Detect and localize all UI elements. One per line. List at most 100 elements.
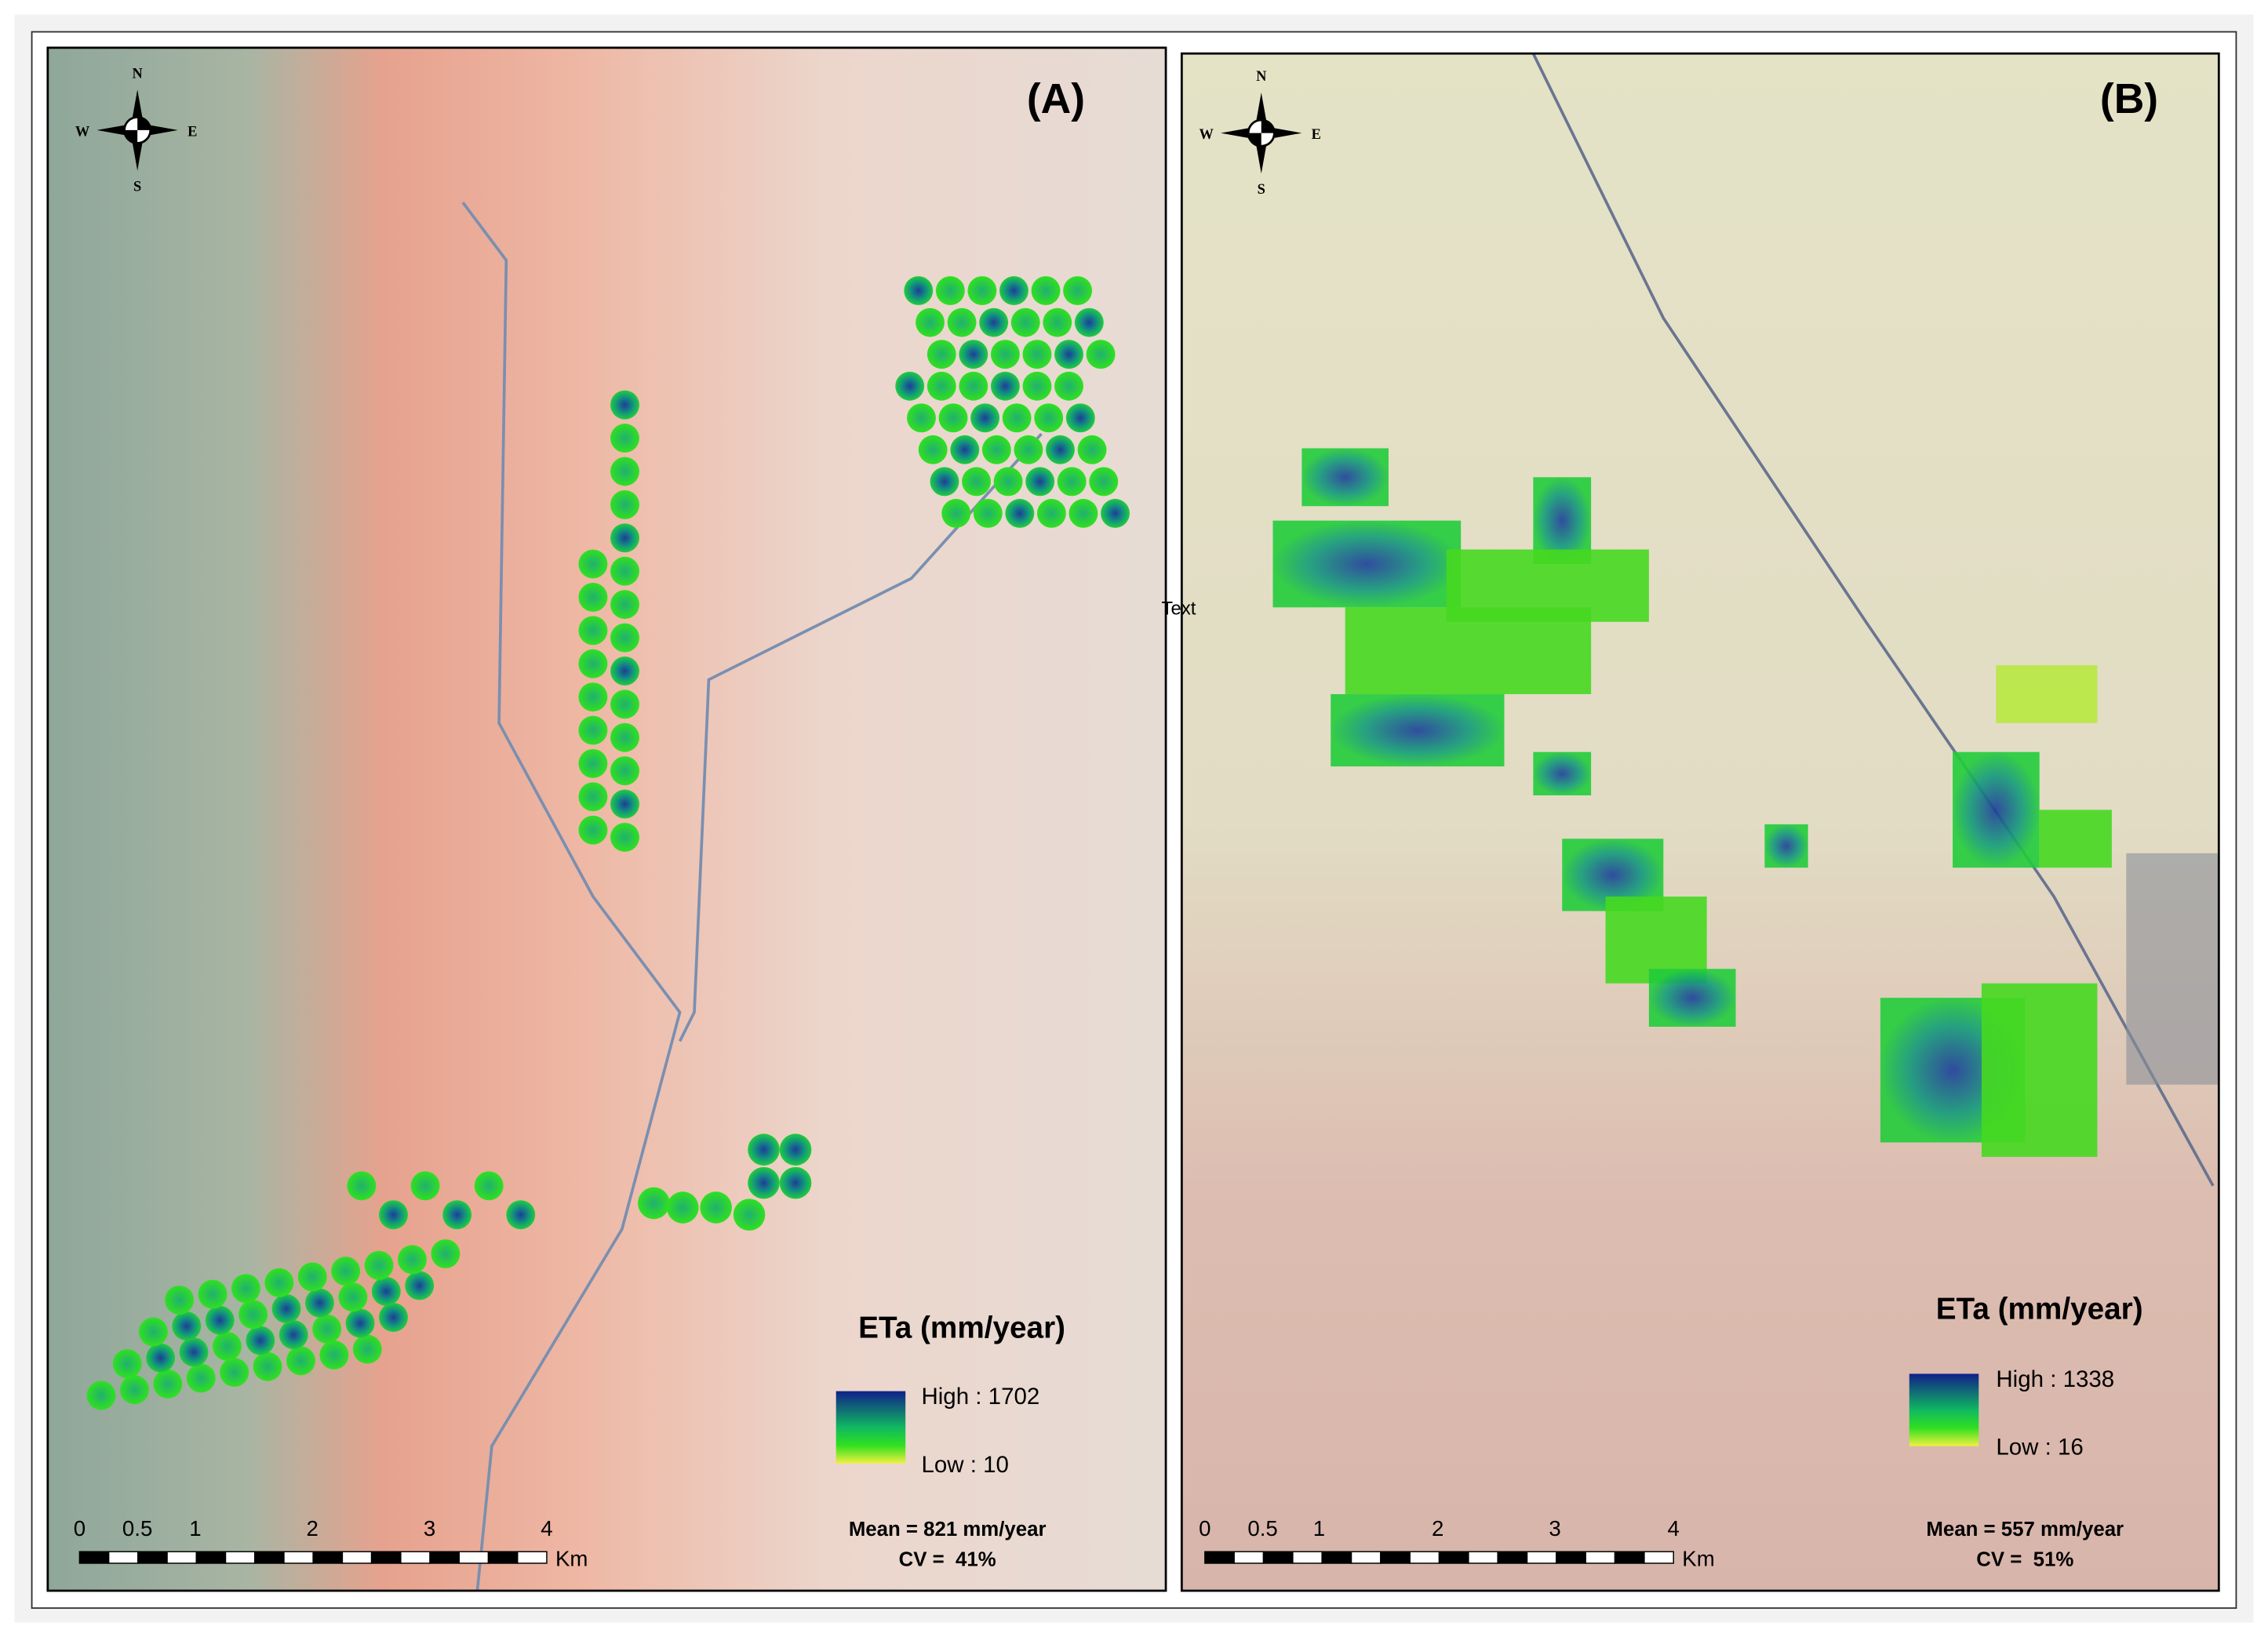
scale-label: 2	[1432, 1516, 1443, 1541]
scale-segment	[1644, 1551, 1674, 1564]
pivot-field	[379, 1303, 408, 1332]
fields	[86, 276, 1130, 1410]
satellite-image	[47, 47, 1167, 1592]
pivot-field	[1089, 467, 1119, 497]
pivot-field	[198, 1279, 228, 1309]
pivot-field	[935, 276, 965, 306]
pivot-field	[748, 1166, 780, 1199]
pivot-field	[973, 499, 1003, 528]
legend-title: ETa (mm/year)	[1936, 1292, 2143, 1326]
scale-segment	[1409, 1551, 1440, 1564]
stats-mean: Mean = 821 mm/year	[849, 1519, 1047, 1541]
scale-segment	[1614, 1551, 1645, 1564]
scale-segment	[253, 1551, 285, 1564]
pivot-field	[264, 1268, 294, 1297]
scale-segment	[1321, 1551, 1352, 1564]
pivot-field	[610, 424, 639, 453]
pivot-field	[1074, 307, 1104, 337]
pivot-field	[610, 523, 639, 553]
scale-label: 0.5	[122, 1516, 152, 1541]
pivot-field	[1022, 371, 1052, 401]
legend-title: ETa (mm/year)	[858, 1311, 1065, 1344]
pivot-field	[999, 276, 1028, 306]
annotation: Text	[1162, 598, 1196, 620]
pivot-field	[238, 1300, 268, 1330]
pivot-field	[993, 467, 1023, 497]
pivot-field	[205, 1305, 235, 1335]
pivot-field	[610, 457, 639, 486]
legend-low: Low : 10	[921, 1452, 1008, 1478]
scale-segment	[312, 1551, 344, 1564]
pivot-field	[610, 689, 639, 719]
pivot-field	[331, 1257, 361, 1286]
scale-segment	[1585, 1551, 1616, 1564]
legend-high: High : 1338	[1996, 1366, 2114, 1392]
pivot-field	[364, 1250, 394, 1280]
pivot-field	[112, 1349, 142, 1378]
pivot-field	[172, 1311, 202, 1341]
pivot-field	[139, 1317, 168, 1347]
pivot-field	[506, 1200, 536, 1230]
pivot-field	[338, 1282, 368, 1312]
pivot-field	[179, 1337, 209, 1367]
crop-patch	[2039, 809, 2112, 868]
pivot-field	[578, 549, 608, 579]
scale-segment	[1350, 1551, 1382, 1564]
pivot-field	[610, 756, 639, 786]
pivot-field	[610, 789, 639, 819]
scale-segment	[1438, 1551, 1469, 1564]
pivot-field	[578, 749, 608, 778]
panel-b-border	[1180, 52, 2220, 1592]
pivot-field	[610, 590, 639, 620]
pivot-field	[405, 1271, 435, 1301]
compass: N S W E	[75, 66, 197, 195]
scale-label: 1	[189, 1516, 201, 1541]
pivot-field	[1054, 371, 1083, 401]
pivot-field	[578, 616, 608, 646]
pivot-field	[312, 1314, 342, 1344]
road	[1531, 53, 2215, 1187]
pivot-field	[1086, 340, 1116, 369]
pivot-field	[748, 1133, 780, 1166]
scale-label: 4	[1668, 1516, 1680, 1541]
pivot-field	[410, 1171, 440, 1201]
stats-cv: CV = 41%	[899, 1549, 996, 1571]
scale-unit: Km	[1682, 1547, 1714, 1571]
crop-patch	[1272, 520, 1462, 608]
pivot-field	[610, 390, 639, 420]
crop-patch	[1301, 448, 1389, 507]
pivot-field	[1031, 276, 1061, 306]
pivot-field	[431, 1239, 461, 1268]
pivot-field	[578, 649, 608, 678]
pivot-field	[578, 782, 608, 812]
pivot-field	[962, 467, 991, 497]
pivot-field	[1034, 403, 1064, 433]
pivot-field	[86, 1381, 116, 1410]
pivot-field	[926, 371, 956, 401]
road	[461, 202, 682, 1592]
pivot-field	[474, 1171, 504, 1201]
pivot-field	[213, 1331, 242, 1361]
scale-label: 3	[424, 1516, 435, 1541]
pivot-field	[1002, 403, 1032, 433]
scale-segment	[1526, 1551, 1557, 1564]
scale-segment	[78, 1551, 110, 1564]
pivot-field	[578, 682, 608, 712]
pivot-field	[779, 1166, 812, 1199]
pivot-field	[733, 1199, 766, 1231]
pivot-field	[638, 1187, 670, 1220]
pivot-field	[700, 1191, 732, 1224]
runway	[2126, 853, 2219, 1085]
pivot-field	[990, 340, 1020, 369]
compass-center	[124, 117, 151, 144]
pivot-field	[286, 1346, 315, 1376]
compass-letter: E	[187, 123, 197, 139]
pivot-field	[918, 435, 948, 464]
pivot-field	[959, 371, 988, 401]
pivot-field	[610, 489, 639, 519]
pivot-field	[271, 1294, 301, 1323]
scale-label: 0	[1199, 1516, 1210, 1541]
pivot-field	[610, 623, 639, 653]
panel-label: (A)	[1027, 76, 1085, 122]
pivot-field	[1101, 499, 1130, 528]
